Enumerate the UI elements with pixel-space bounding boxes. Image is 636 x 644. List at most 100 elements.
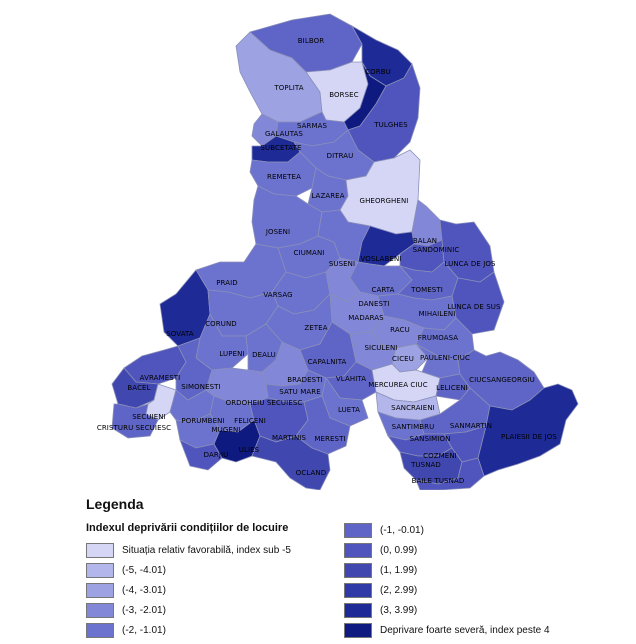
label-baile-tusnad: BAILE TUSNAD [412, 477, 465, 485]
label-ciumani: CIUMANI [294, 249, 325, 257]
map-labels: BILBOR CORBU TOPLITA BORSEC SARMAS TULGH… [97, 37, 557, 485]
label-suseni: SUSENI [329, 260, 355, 268]
label-tulghes: TULGHES [373, 121, 408, 129]
label-ciucsangeorgiu: CIUCSANGEORGIU [469, 376, 535, 384]
label-satu-mare: SATU MARE [279, 388, 320, 396]
legend-item-label: (-4, -3.01) [122, 584, 166, 596]
label-meresti: MERESTI [314, 435, 345, 443]
map-regions [111, 13, 579, 490]
label-bacel: BACEL [127, 384, 150, 392]
legend-item-label: (-3, -2.01) [122, 604, 166, 616]
label-corund: CORUND [205, 320, 237, 328]
legend-item-label: (-5, -4.01) [122, 564, 166, 576]
legend-swatch [344, 542, 372, 558]
legend-item: (3, 3.99) [344, 602, 418, 618]
label-plaiesii-de-jos: PLAIESII DE JOS [501, 433, 557, 441]
label-sovata: SOVATA [166, 330, 194, 338]
label-bilbor: BILBOR [298, 37, 324, 45]
label-cristuru-secuiesc: CRISTURU SECUIESC [97, 424, 171, 432]
legend-swatch [86, 622, 114, 638]
label-lupeni: LUPENI [219, 350, 244, 358]
label-dealu: DEALU [252, 351, 276, 359]
legend-item-label: (1, 1.99) [380, 564, 418, 576]
map-legend: Legenda Indexul deprivării condițiilor d… [86, 492, 626, 642]
label-feliceni: FELICENI [234, 417, 266, 425]
legend-item-label: Deprivare foarte severă, index peste 4 [380, 624, 550, 636]
region-cristuru-secuiesc [111, 403, 159, 439]
legend-item: Situația relativ favorabilă, index sub -… [86, 542, 291, 558]
choropleth-map: BILBOR CORBU TOPLITA BORSEC SARMAS TULGH… [97, 13, 579, 490]
legend-swatch [344, 582, 372, 598]
label-darjiu: DARJIU [204, 451, 229, 459]
legend-item-label: Situația relativ favorabilă, index sub -… [122, 544, 291, 556]
legend-swatch [344, 622, 372, 638]
label-tusnad: TUSNAD [410, 461, 441, 469]
legend-item-label: (3, 3.99) [380, 604, 418, 616]
label-danesti: DANESTI [358, 300, 389, 308]
label-capalnita: CAPALNITA [308, 358, 347, 366]
label-gheorgheni: GHEORGHENI [360, 197, 409, 205]
label-madaras: MADARAS [348, 314, 384, 322]
label-ulies: ULIES [239, 446, 260, 454]
legend-item-label: (2, 2.99) [380, 584, 418, 596]
label-varsag: VARSAG [263, 291, 292, 299]
label-avramesti: AVRAMESTI [140, 374, 181, 382]
region-ocland [251, 435, 331, 490]
label-lazarea: LAZAREA [311, 192, 344, 200]
legend-item: (-4, -3.01) [86, 582, 166, 598]
label-ocland: OCLAND [296, 469, 326, 477]
region-meresti [295, 395, 351, 455]
legend-swatch [344, 522, 372, 538]
label-lunca-de-jos: LUNCA DE JOS [444, 260, 496, 268]
label-galautas: GALAUTAS [265, 130, 303, 138]
label-zetea: ZETEA [304, 324, 327, 332]
legend-item: (2, 2.99) [344, 582, 418, 598]
label-lunca-de-sus: LUNCA DE SUS [447, 303, 501, 311]
legend-swatch [344, 602, 372, 618]
legend-item: (-5, -4.01) [86, 562, 166, 578]
legend-item-label: (0, 0.99) [380, 544, 418, 556]
label-santimbru: SANTIMBRU [392, 423, 435, 431]
label-porumbeni: PORUMBENI [181, 417, 224, 425]
label-mihaileni: MIHAILENI [419, 310, 456, 318]
legend-swatch [86, 562, 114, 578]
label-toplita: TOPLITA [273, 84, 303, 92]
label-sansimion: SANSIMION [410, 435, 451, 443]
label-borsec: BORSEC [329, 91, 358, 99]
legend-item: (-3, -2.01) [86, 602, 166, 618]
label-voslabeni: VOSLABENI [361, 255, 402, 263]
label-sarmas: SARMAS [297, 122, 328, 130]
legend-item: (0, 0.99) [344, 542, 418, 558]
legend-swatch [86, 542, 114, 558]
label-corbu: CORBU [365, 68, 391, 76]
label-pauleni-ciuc: PAULENI-CIUC [420, 354, 470, 362]
label-racu: RACU [390, 326, 410, 334]
legend-swatch [86, 602, 114, 618]
label-sanmartin: SANMARTIN [450, 422, 492, 430]
label-martinis: MARTINIS [272, 434, 307, 442]
legend-item: (1, 1.99) [344, 562, 418, 578]
label-praid: PRAID [216, 279, 238, 287]
label-sancraieni: SANCRAIENI [391, 404, 435, 412]
label-remetea: REMETEA [267, 173, 301, 181]
legend-item: (-1, -0.01) [344, 522, 424, 538]
label-tomesti: TOMESTI [410, 286, 443, 294]
label-vlahita: VLAHITA [336, 375, 366, 383]
region-baile-tusnad [415, 457, 485, 490]
label-secuieni: SECUIENI [132, 413, 165, 421]
label-mercurea-ciuc: MERCUREA CIUC [368, 381, 428, 389]
label-sandominic: SANDOMINIC [413, 246, 460, 254]
label-carta: CARTA [371, 286, 394, 294]
label-leliceni: LELICENI [436, 384, 468, 392]
label-subcetate: SUBCETATE [260, 144, 301, 152]
legend-title: Legenda [86, 496, 144, 512]
label-mugeni: MUGENI [212, 426, 241, 434]
label-ditrau: DITRAU [327, 152, 354, 160]
legend-item-label: (-1, -0.01) [380, 524, 424, 536]
legend-item: Deprivare foarte severă, index peste 4 [344, 622, 550, 638]
label-siculeni: SICULENI [365, 344, 398, 352]
label-joseni: JOSENI [265, 228, 290, 236]
legend-subtitle: Indexul deprivării condițiilor de locuir… [86, 522, 289, 534]
label-balan: BALAN [413, 237, 437, 245]
label-lueta: LUETA [338, 406, 360, 414]
